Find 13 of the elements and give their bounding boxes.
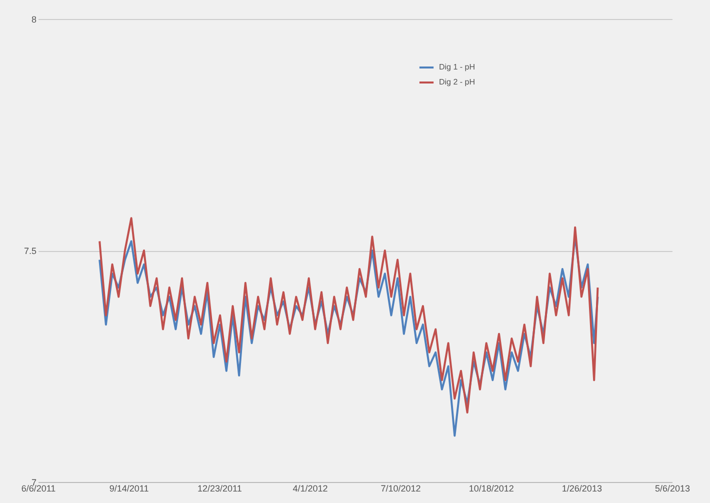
line-series xyxy=(98,217,599,414)
x-tick-label: 1/26/2013 xyxy=(562,484,602,494)
legend-label: Dig 2 - pH xyxy=(439,78,476,86)
x-tick-label: 7/10/2012 xyxy=(380,484,421,494)
x-tick-label: 4/1/2012 xyxy=(292,484,328,494)
x-tick-label: 5/6/2013 xyxy=(654,484,690,494)
x-tick-label: 10/18/2012 xyxy=(468,484,514,494)
y-tick-label: 7.5 xyxy=(24,246,36,256)
x-tick-label: 6/6/2011 xyxy=(21,484,56,494)
legend-label: Dig 1 - pH xyxy=(439,62,476,72)
y-tick-label: 8 xyxy=(31,14,36,24)
x-tick-label: 9/14/2011 xyxy=(109,484,149,494)
x-tick-label: 12/23/2011 xyxy=(197,484,242,494)
